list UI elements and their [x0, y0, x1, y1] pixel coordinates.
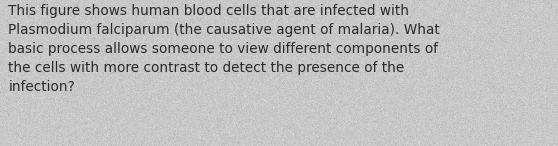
- Text: This figure shows human blood cells that are infected with
Plasmodium falciparum: This figure shows human blood cells that…: [8, 4, 440, 94]
